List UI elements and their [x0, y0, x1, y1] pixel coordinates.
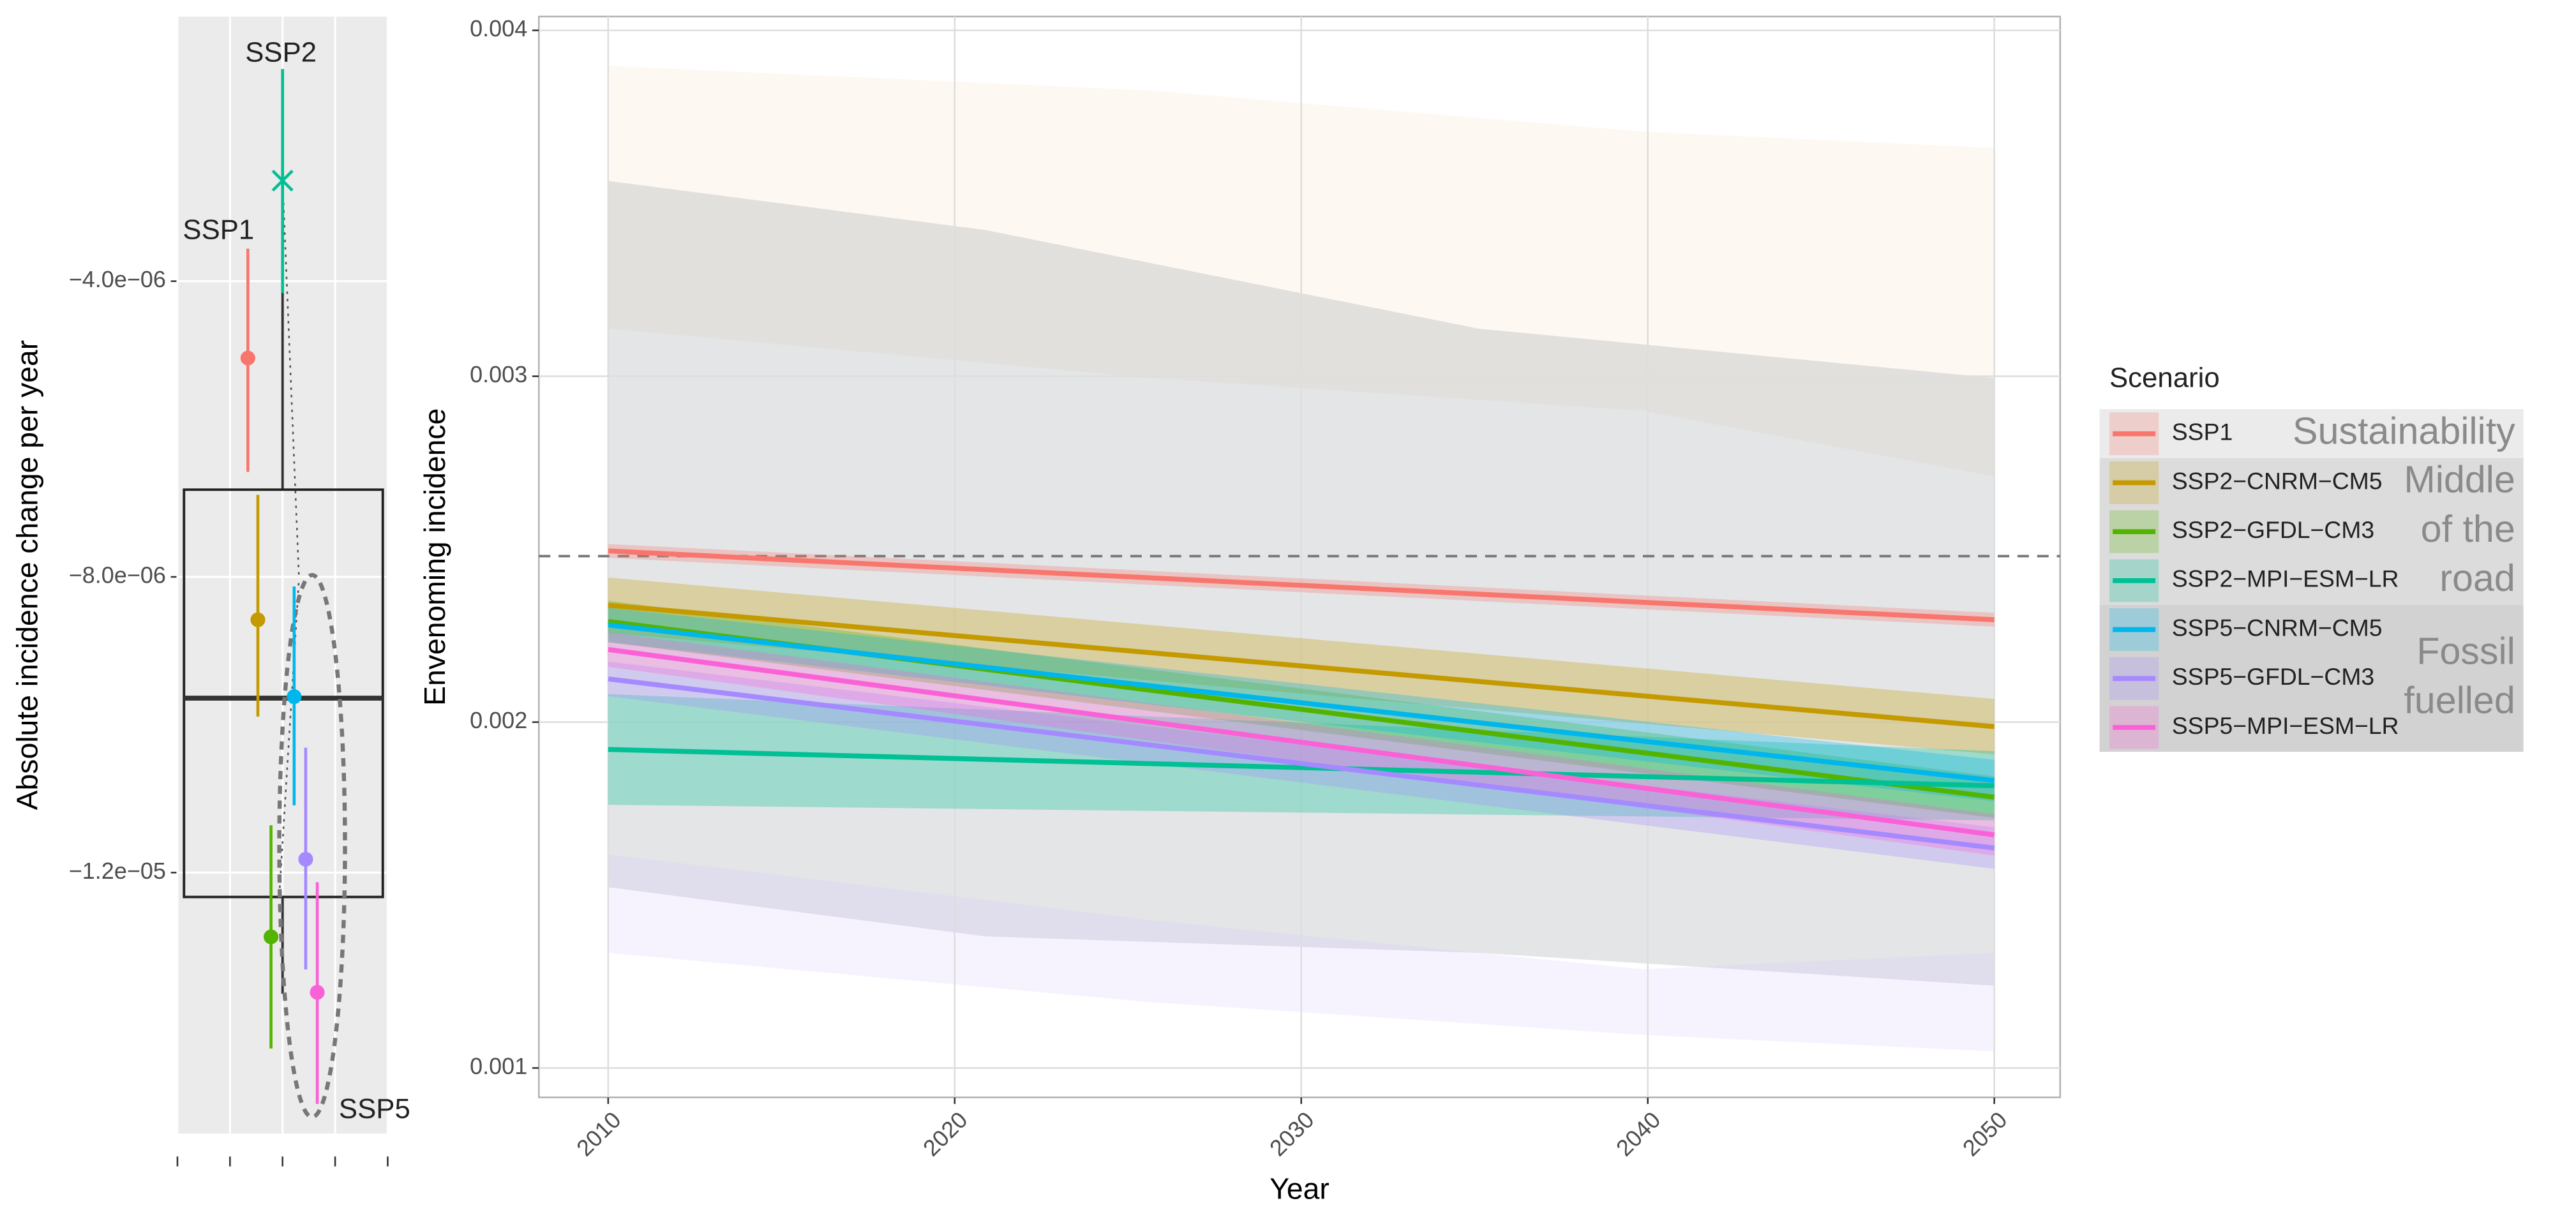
y-tick-label: −8.0e−06: [69, 562, 166, 588]
legend-label: SSP2−MPI−ESM−LR: [2172, 565, 2399, 592]
y-axis-title: Envenoming incidence: [418, 408, 451, 706]
y-tick-label: 0.001: [470, 1053, 527, 1079]
y-tick-label: 0.002: [470, 707, 527, 733]
connector: [278, 578, 300, 896]
y-axis-title: Absolute incidence change per year: [11, 340, 44, 810]
legend-group-label: fuelled: [2404, 678, 2515, 721]
point: [264, 929, 279, 944]
legend-title: Scenario: [2109, 362, 2220, 393]
trend-line: [608, 747, 1995, 789]
legend-group-label: Fossil: [2416, 629, 2515, 672]
y-tick-label: −4.0e−06: [69, 266, 166, 292]
legend-group-bg: [2099, 604, 2524, 752]
y-tick-label: −1.2e−05: [69, 858, 166, 884]
legend-group-label: Middle: [2404, 458, 2515, 501]
point: [310, 985, 325, 1000]
legend-label: SSP5−CNRM−CM5: [2172, 614, 2383, 641]
x-tick-label: 2030: [1264, 1107, 1319, 1161]
legend-group-label: of the: [2421, 507, 2515, 550]
x-tick-label: 2040: [1611, 1107, 1666, 1161]
trend-line: [608, 676, 1995, 851]
trend-line: [608, 548, 1995, 622]
legend-group-bg: [2099, 458, 2524, 605]
annotation: SSP1: [183, 214, 254, 246]
x-tick-label: 2020: [918, 1107, 973, 1161]
point: [287, 689, 302, 705]
x-tick-label: 2010: [571, 1107, 626, 1161]
y-tick-label: 0.004: [470, 15, 527, 41]
x-axis-title: Year: [1269, 1172, 1329, 1205]
trend-line: [608, 622, 1995, 783]
x-tick-label: 2050: [1958, 1107, 2012, 1161]
point: [240, 350, 255, 366]
annotation: SSP2: [245, 37, 317, 68]
legend-group-label: Sustainability: [2293, 409, 2515, 452]
legend-label: SSP2−CNRM−CM5: [2172, 467, 2383, 494]
legend-label: SSP2−GFDL−CM3: [2172, 516, 2374, 543]
legend-group-label: road: [2439, 556, 2515, 599]
point: [271, 170, 294, 192]
group-outline: [277, 572, 347, 1119]
y-tick-label: 0.003: [470, 361, 527, 387]
point: [298, 851, 313, 867]
legend-label: SSP5−MPI−ESM−LR: [2172, 712, 2399, 739]
box: [183, 488, 384, 899]
trend-line: [608, 602, 1995, 729]
point: [250, 612, 266, 627]
trend-line: [608, 646, 1995, 838]
annotation: SSP5: [339, 1093, 410, 1124]
legend-label: SSP5−GFDL−CM3: [2172, 663, 2374, 690]
legend-label: SSP1: [2172, 419, 2233, 445]
legend-group-bg: [2099, 409, 2524, 458]
